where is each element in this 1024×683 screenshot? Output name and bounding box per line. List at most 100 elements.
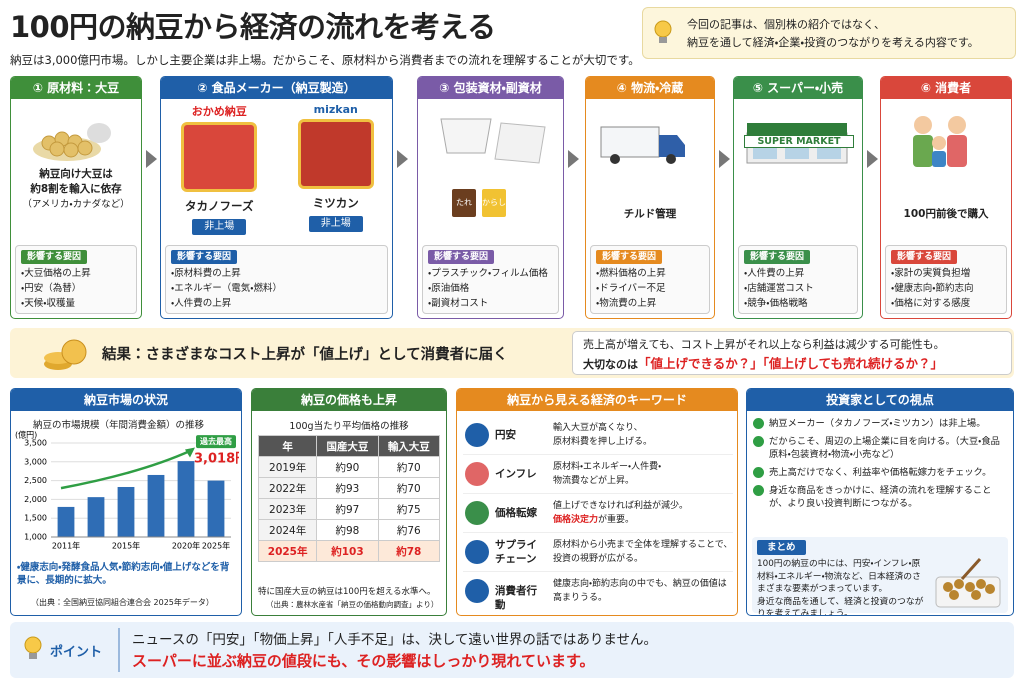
factors-title: 影響する要因 bbox=[171, 250, 238, 264]
keyword-term: サプライチェーン bbox=[495, 539, 537, 565]
header-cell: 年 bbox=[257, 435, 318, 457]
factor: ・人件費の上昇 bbox=[171, 298, 232, 309]
bar bbox=[207, 480, 225, 537]
table-cell: 約78 bbox=[377, 540, 441, 562]
table-cell: 2019年 bbox=[257, 456, 318, 478]
caption-line: チルド管理 bbox=[623, 208, 677, 220]
y-tick-label: 3,000 bbox=[24, 457, 47, 466]
keyword-line: 原材料費を押し上げる。 bbox=[553, 437, 653, 447]
price-panel: 納豆の価格も上昇 100g当たり平均価格の推移 年国産大豆 輸入大豆 2019年 約9… bbox=[251, 388, 447, 616]
subtitle: 納豆は3,000億円市場。しかし主要企業は非上場。だからこそ、原材料から消費者ま… bbox=[10, 53, 640, 67]
factor: ・家計の実質負担増 bbox=[891, 268, 971, 279]
factor: ・競争・価格戦略 bbox=[744, 298, 808, 309]
market-panel: 納豆市場の状況 納豆の市場規模（年間消費金額）の推移 (億円) 1,000 1,50… bbox=[10, 388, 242, 616]
table-cell: 約75 bbox=[377, 498, 441, 520]
annotation-badge bbox=[196, 435, 236, 449]
keyword-line: 健康志向・節約志向の中でも、納豆の価値は bbox=[553, 579, 727, 589]
price-table: 年国産大豆 輸入大豆 2019年 約90 約70 2022年 約93 約70 2023年 約97 約… bbox=[257, 435, 441, 562]
table-cell: 約103 bbox=[316, 540, 379, 562]
flow-step: ① 原材料：大豆 納豆向け大豆は 約8割を輸入に依存 （アメリカ・カナダなど） 影響する… bbox=[10, 76, 142, 319]
keyword-text: 輸入大豆が高くなり、 原材料費を押し上げる。 bbox=[553, 421, 735, 449]
y-tick-label: 1,500 bbox=[24, 514, 47, 523]
brand: mizkan bbox=[313, 103, 358, 116]
table-cell: 約70 bbox=[377, 477, 441, 499]
y-tick-label: 2,000 bbox=[24, 495, 47, 504]
keyword-icon bbox=[465, 462, 489, 486]
caption-line: 納豆向け大豆は bbox=[39, 168, 113, 180]
panel-heading: 納豆市場の状況 bbox=[11, 389, 241, 411]
flow-arrow bbox=[867, 150, 878, 168]
bar bbox=[177, 461, 195, 537]
sachet: からし bbox=[482, 189, 506, 217]
factor: ・原油価格 bbox=[428, 283, 470, 294]
factor: ・燃料価格の上昇 bbox=[596, 268, 666, 279]
flow-arrow bbox=[568, 150, 579, 168]
note-text: 今回の記事は、個別株の紹介ではなく、 納豆を通して経済・企業・投資のつながりを考え… bbox=[687, 16, 979, 52]
keyword-row: 消費者行動 健康志向・節約志向の中でも、納豆の価値は 高まりうる。 bbox=[463, 575, 733, 611]
summary-box: まとめ 100円の納豆の中には、円安・インフレ・原材料・エネルギー・物流など、日… bbox=[752, 537, 1008, 615]
brand: おかめ納豆 bbox=[191, 105, 247, 118]
table-cell: 約90 bbox=[316, 456, 379, 478]
factor: ・円安（為替） bbox=[21, 283, 82, 294]
step-title: ⑤ スーパー・小売 bbox=[734, 77, 862, 99]
table-cell: 約98 bbox=[316, 519, 379, 541]
panel-heading: 納豆から見える経済のキーワード bbox=[457, 389, 737, 411]
bulb-icon bbox=[24, 636, 42, 659]
natto-illustration bbox=[935, 557, 1001, 608]
point-row: だからこそ、周辺の上場企業に目を向ける。（大豆・食品原料・包装資材・物流・小売な… bbox=[753, 435, 1009, 461]
title: 100円の納豆から経済の流れを考える bbox=[10, 10, 496, 44]
check-icon bbox=[753, 485, 764, 496]
keyword-row: インフレ 原材料・エネルギー・人件費・ 物流費などが上昇。 bbox=[463, 458, 733, 494]
keyword-line: 高まりうる。 bbox=[553, 593, 608, 603]
point-row: 身近な商品をきっかけに、経済の流れを理解することが、より良い投資判断につながる。 bbox=[753, 484, 1009, 510]
keyword-line: 原材料・エネルギー・人件費・ bbox=[553, 462, 662, 472]
flow-arrow bbox=[146, 150, 157, 168]
store-sign: SUPER MARKET bbox=[744, 135, 854, 148]
table-row: 2019年 約90 約70 bbox=[257, 456, 441, 478]
point-row: 納豆メーカー（タカノフーズ・ミツカン）は非上場。 bbox=[753, 417, 1009, 430]
investor-panel: 投資家としての視点 納豆メーカー（タカノフーズ・ミツカン）は非上場。 だからこそ、… bbox=[746, 388, 1014, 616]
keyword-line: 値上げできなければ利益が減少。 bbox=[553, 501, 689, 511]
flow-arrow bbox=[719, 150, 730, 168]
company: mizkan ミツカン非上場 bbox=[278, 103, 393, 232]
factor: ・原材料費の上昇 bbox=[171, 268, 241, 279]
keyword-text: 健康志向・節約志向の中でも、納豆の価値は 高まりうる。 bbox=[553, 577, 735, 605]
price-note: 特に国産大豆の納豆は100円を超える水準へ。 bbox=[258, 587, 436, 597]
factors-title: 影響する要因 bbox=[21, 250, 88, 264]
result-note: 売上高が増えても、コスト上昇がそれ以上なら利益は減少する可能性も。 大切なのは「… bbox=[572, 331, 1012, 375]
factors-title: 影響する要因 bbox=[891, 250, 958, 264]
flow-step: ⑤ スーパー・小売 SUPER MARKET 影響する要因 ・人件費の上昇 ・店舗運営コ… bbox=[733, 76, 863, 319]
point-text: ニュースの「円安」「物価上昇」「人手不足」は、決して遠い世界の話ではありません。 bbox=[132, 632, 658, 648]
company-name: ミツカン bbox=[312, 196, 359, 210]
step-illustration bbox=[600, 126, 685, 164]
result-banner: 結果：さまざまなコスト上昇が「値上げ」として消費者に届く 売上高が増えても、コス… bbox=[10, 328, 1014, 378]
flow-step: ⑥ 消費者 100円前後で購入 影響する要因 ・家計の実質負担増 ・健康志向・節約志向・… bbox=[880, 76, 1012, 319]
flow-arrow bbox=[397, 150, 408, 168]
bar bbox=[147, 474, 165, 537]
check-icon bbox=[753, 436, 764, 447]
table-cell: 2023年 bbox=[257, 498, 318, 520]
caption-line: 約8割を輸入に依存 bbox=[30, 183, 122, 195]
keyword-line: 物流費などが上昇。 bbox=[553, 476, 635, 486]
keyword-term: 価格転嫁 bbox=[495, 507, 537, 519]
keyword-term: 円安 bbox=[495, 429, 516, 441]
note-box: 今回の記事は、個別株の紹介ではなく、 納豆を通して経済・企業・投資のつながりを考え… bbox=[642, 7, 1016, 59]
sachet: たれ bbox=[452, 189, 476, 217]
table-cell: 約70 bbox=[377, 456, 441, 478]
caption-line: 100円前後で購入 bbox=[903, 208, 989, 220]
summary-line: 100円の納豆の中には、円安・インフレ・原材料・エネルギー・物流など、日本経済の… bbox=[757, 559, 921, 594]
package bbox=[181, 122, 258, 192]
factor: ・店舗運営コスト bbox=[744, 283, 814, 294]
point-text: だからこそ、周辺の上場企業に目を向ける。（大豆・食品原料・包装資材・物流・小売な… bbox=[769, 436, 1000, 460]
factor: ・物流費の上昇 bbox=[596, 298, 657, 309]
listing-badge: 非上場 bbox=[308, 216, 363, 232]
factors-box: 影響する要因 ・大豆価格の上昇 ・円安（為替） ・天候・収穫量 bbox=[15, 245, 137, 314]
factors-box: 影響する要因 ・プラスチック・フィルム価格 ・原油価格 ・副資材コスト bbox=[422, 245, 559, 314]
factors-title: 影響する要因 bbox=[744, 250, 811, 264]
result-headline: 結果：さまざまなコスト上昇が「値上げ」として消費者に届く bbox=[102, 347, 508, 363]
factor: ・ドライバー不足 bbox=[596, 283, 666, 294]
point-text: 納豆メーカー（タカノフーズ・ミツカン）は非上場。 bbox=[769, 418, 986, 429]
factor: ・プラスチック・フィルム価格 bbox=[428, 268, 548, 279]
emphasis-lead: 大切なのは bbox=[583, 358, 638, 371]
